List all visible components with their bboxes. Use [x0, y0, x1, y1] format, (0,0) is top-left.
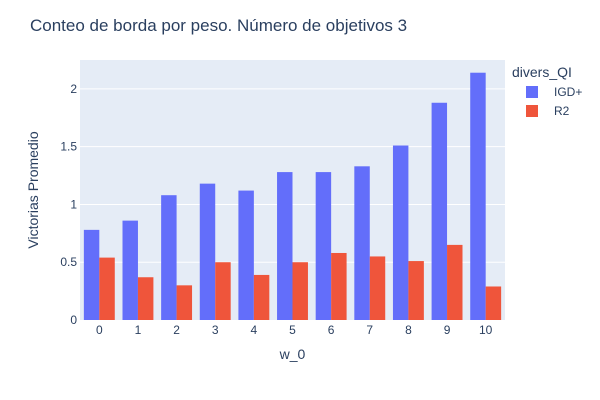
bar-r2-5 [292, 262, 308, 320]
x-tick-label: 9 [444, 323, 451, 337]
bar-igd-7 [354, 166, 370, 320]
bar-igd-9 [431, 102, 448, 320]
bar-r2-3 [215, 262, 231, 320]
x-tick-label: 0 [96, 323, 103, 337]
bar-igd-1 [122, 220, 138, 320]
bar-igd-3 [199, 183, 216, 320]
bar-r2-8 [408, 261, 424, 320]
x-tick-label: 7 [366, 323, 373, 337]
x-tick-label: 3 [212, 323, 219, 337]
chart-title: Conteo de borda por peso. Número de obje… [30, 16, 407, 35]
legend-item-label[interactable]: IGD+ [554, 85, 582, 99]
bar-r2-9 [447, 244, 463, 320]
x-tick-label: 10 [479, 323, 493, 337]
bar-igd-0 [83, 229, 100, 320]
bar-igd-5 [277, 172, 293, 320]
legend-swatch[interactable] [526, 86, 538, 98]
legend: divers_QI IGD+ R2 [512, 64, 582, 118]
bar-igd-6 [315, 172, 332, 320]
y-tick-label: 0 [70, 313, 77, 327]
x-tick-label: 5 [289, 323, 296, 337]
bar-igd-10 [470, 72, 486, 320]
x-tick-label: 8 [405, 323, 412, 337]
x-tick-label: 1 [135, 323, 142, 337]
legend-title: divers_QI [512, 64, 572, 80]
bar-igd-2 [161, 195, 177, 320]
bars [83, 72, 502, 320]
bar-igd-8 [392, 145, 409, 320]
bar-r2-7 [369, 256, 386, 320]
bar-r2-0 [99, 257, 115, 320]
y-axis-label: Victorias Promedio [25, 131, 41, 248]
x-axis-label: w_0 [279, 346, 306, 362]
y-tick-label: 0.5 [60, 255, 77, 269]
x-tick-label: 4 [251, 323, 258, 337]
y-tick-label: 2 [70, 82, 77, 96]
legend-item-label[interactable]: R2 [554, 104, 570, 118]
bar-igd-4 [238, 190, 254, 320]
bar-r2-2 [176, 285, 193, 320]
x-axis-ticks: 0 1 2 3 4 5 6 7 8 9 10 [96, 323, 493, 337]
bar-r2-1 [137, 277, 154, 320]
bar-r2-10 [485, 286, 502, 320]
bar-r2-6 [331, 252, 347, 320]
y-axis-ticks: 0 0.5 1 1.5 2 [60, 82, 77, 327]
bar-r2-4 [253, 274, 270, 320]
x-tick-label: 6 [328, 323, 335, 337]
legend-swatch[interactable] [526, 105, 538, 117]
y-tick-label: 1 [70, 197, 77, 211]
y-tick-label: 1.5 [60, 140, 77, 154]
x-tick-label: 2 [173, 323, 180, 337]
